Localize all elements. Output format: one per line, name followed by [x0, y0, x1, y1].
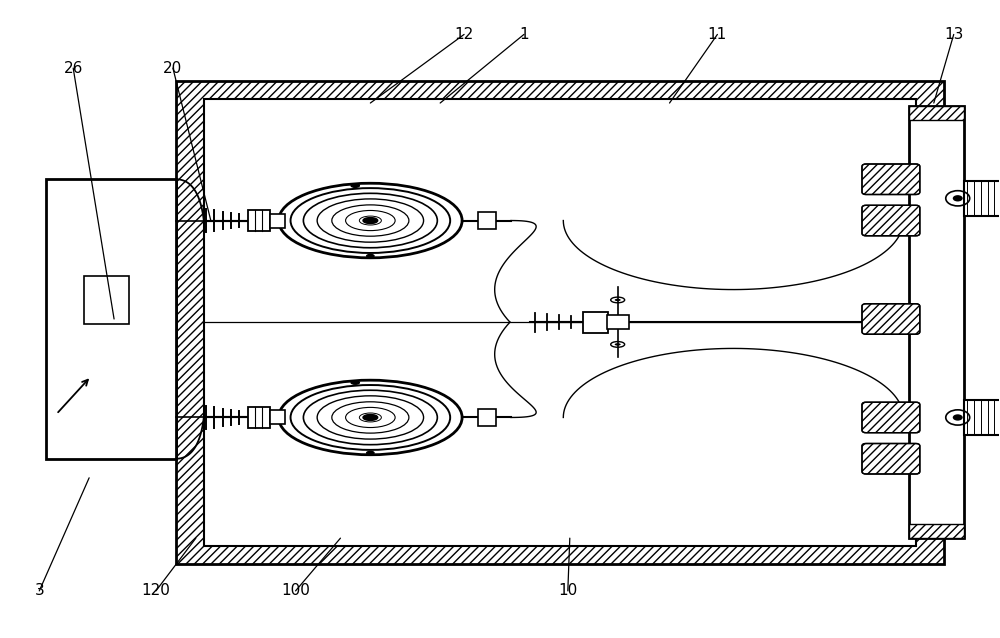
Ellipse shape	[363, 218, 378, 223]
Ellipse shape	[351, 381, 359, 384]
FancyBboxPatch shape	[862, 443, 920, 474]
FancyBboxPatch shape	[862, 304, 920, 334]
Ellipse shape	[615, 343, 621, 346]
Text: 13: 13	[944, 27, 963, 42]
Ellipse shape	[363, 415, 378, 420]
Circle shape	[953, 414, 963, 420]
Text: 1: 1	[519, 27, 529, 42]
Bar	[84, 276, 129, 323]
Text: 11: 11	[708, 27, 727, 42]
Circle shape	[953, 195, 963, 202]
Ellipse shape	[615, 299, 621, 301]
FancyBboxPatch shape	[862, 402, 920, 433]
Bar	[176, 81, 944, 563]
Text: 12: 12	[454, 27, 474, 42]
Bar	[46, 179, 176, 459]
FancyBboxPatch shape	[862, 164, 920, 195]
Bar	[248, 211, 270, 231]
Bar	[478, 212, 496, 229]
Bar	[909, 106, 964, 120]
Bar	[607, 315, 629, 329]
Bar	[909, 524, 964, 538]
Bar	[248, 407, 270, 427]
Bar	[964, 400, 1000, 435]
Text: 100: 100	[281, 583, 310, 598]
Bar	[583, 312, 608, 332]
Ellipse shape	[367, 452, 374, 454]
Bar	[478, 409, 496, 426]
Bar	[270, 214, 285, 228]
Bar	[204, 99, 916, 545]
FancyBboxPatch shape	[862, 205, 920, 236]
Text: 26: 26	[64, 61, 83, 75]
Bar	[909, 106, 964, 538]
Bar	[270, 410, 285, 424]
Ellipse shape	[367, 255, 374, 258]
Text: 120: 120	[142, 583, 170, 598]
Text: 3: 3	[34, 583, 44, 598]
Text: 20: 20	[163, 61, 183, 75]
Ellipse shape	[351, 184, 359, 188]
Bar	[964, 181, 1000, 216]
Text: 10: 10	[558, 583, 577, 598]
